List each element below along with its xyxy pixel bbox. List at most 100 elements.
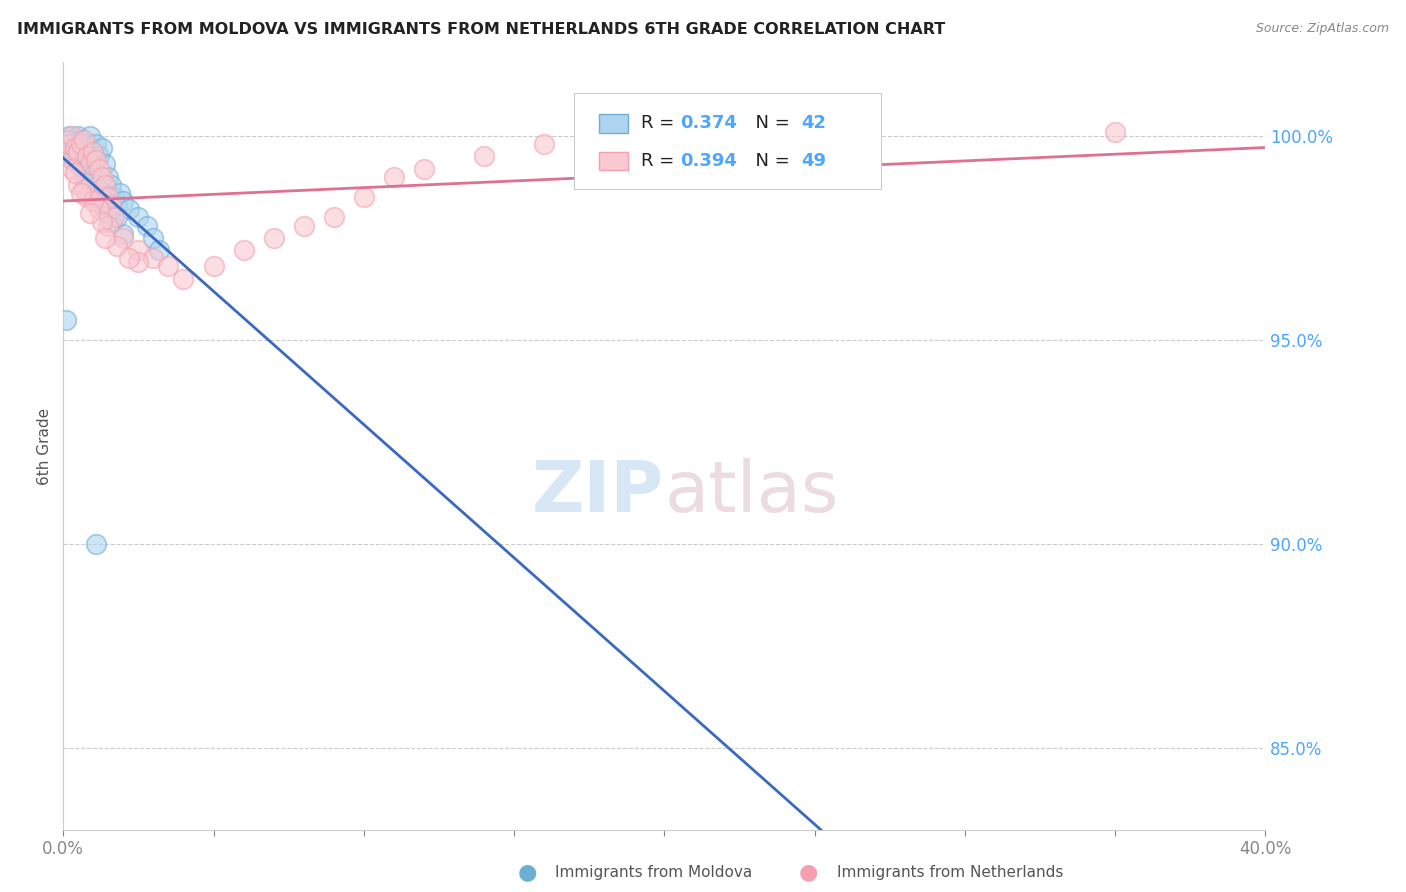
Text: R =: R =	[641, 153, 681, 170]
Point	[110, 186, 132, 200]
Point	[86, 136, 108, 151]
Point	[76, 136, 98, 151]
Text: 0.394: 0.394	[681, 153, 737, 170]
Point	[263, 231, 285, 245]
Point	[103, 190, 125, 204]
Point	[172, 271, 194, 285]
Point	[105, 198, 128, 212]
Point	[89, 182, 111, 196]
FancyBboxPatch shape	[574, 93, 880, 189]
Point	[89, 202, 111, 217]
Text: 49: 49	[801, 153, 827, 170]
FancyBboxPatch shape	[599, 114, 628, 133]
Text: ZIP: ZIP	[531, 458, 665, 526]
Point	[73, 182, 96, 196]
Point	[60, 161, 83, 176]
Point	[100, 178, 122, 192]
Point	[58, 136, 80, 151]
Point	[79, 174, 101, 188]
Point	[127, 243, 149, 257]
Text: ●: ●	[517, 863, 537, 882]
Point	[1104, 125, 1126, 139]
Point	[97, 190, 120, 204]
Point	[97, 219, 120, 233]
Point	[97, 169, 120, 184]
Point	[292, 219, 315, 233]
Point	[82, 190, 104, 204]
Point	[136, 219, 159, 233]
Point	[91, 198, 114, 212]
Point	[112, 227, 135, 241]
Point	[76, 149, 98, 163]
Text: atlas: atlas	[665, 458, 839, 526]
Point	[67, 128, 90, 143]
Point	[60, 149, 83, 163]
Point	[105, 239, 128, 253]
Point	[70, 133, 93, 147]
Point	[73, 141, 96, 155]
Text: 0.374: 0.374	[681, 114, 737, 132]
Point	[91, 169, 114, 184]
Point	[593, 128, 616, 143]
Point	[94, 178, 117, 192]
Point	[202, 260, 225, 274]
Point	[94, 231, 117, 245]
Point	[100, 214, 122, 228]
Point	[70, 186, 93, 200]
Point	[67, 157, 90, 171]
Point	[382, 169, 405, 184]
Point	[76, 161, 98, 176]
Point	[65, 136, 87, 151]
Point	[127, 211, 149, 225]
Text: N =: N =	[744, 153, 796, 170]
Point	[67, 145, 90, 160]
Point	[82, 145, 104, 160]
Text: R =: R =	[641, 114, 681, 132]
Point	[60, 128, 83, 143]
Point	[322, 211, 344, 225]
Point	[97, 206, 120, 220]
Point	[55, 312, 77, 326]
Point	[148, 243, 170, 257]
Point	[58, 128, 80, 143]
Point	[105, 211, 128, 225]
Point	[82, 194, 104, 209]
Point	[70, 136, 93, 151]
Point	[79, 128, 101, 143]
Text: Immigrants from Netherlands: Immigrants from Netherlands	[837, 865, 1063, 880]
Point	[142, 231, 165, 245]
Point	[100, 198, 122, 212]
Point	[89, 161, 111, 176]
Point	[55, 149, 77, 163]
Text: ●: ●	[799, 863, 818, 882]
FancyBboxPatch shape	[599, 152, 628, 170]
Point	[127, 255, 149, 269]
Point	[157, 260, 180, 274]
Point	[232, 243, 254, 257]
Point	[73, 133, 96, 147]
Text: N =: N =	[744, 114, 796, 132]
Point	[94, 157, 117, 171]
Point	[112, 194, 135, 209]
Point	[70, 153, 93, 168]
Y-axis label: 6th Grade: 6th Grade	[37, 408, 52, 484]
Point	[55, 136, 77, 151]
Point	[112, 231, 135, 245]
Point	[65, 145, 87, 160]
Point	[142, 252, 165, 266]
Point	[65, 166, 87, 180]
Point	[89, 149, 111, 163]
Point	[91, 214, 114, 228]
Point	[73, 166, 96, 180]
Point	[91, 141, 114, 155]
Point	[82, 145, 104, 160]
Point	[413, 161, 436, 176]
Point	[58, 133, 80, 147]
Text: IMMIGRANTS FROM MOLDOVA VS IMMIGRANTS FROM NETHERLANDS 6TH GRADE CORRELATION CHA: IMMIGRANTS FROM MOLDOVA VS IMMIGRANTS FR…	[17, 22, 945, 37]
Point	[118, 252, 141, 266]
Text: Immigrants from Moldova: Immigrants from Moldova	[555, 865, 752, 880]
Point	[353, 190, 375, 204]
Text: 42: 42	[801, 114, 827, 132]
Point	[533, 136, 555, 151]
Point	[65, 141, 87, 155]
